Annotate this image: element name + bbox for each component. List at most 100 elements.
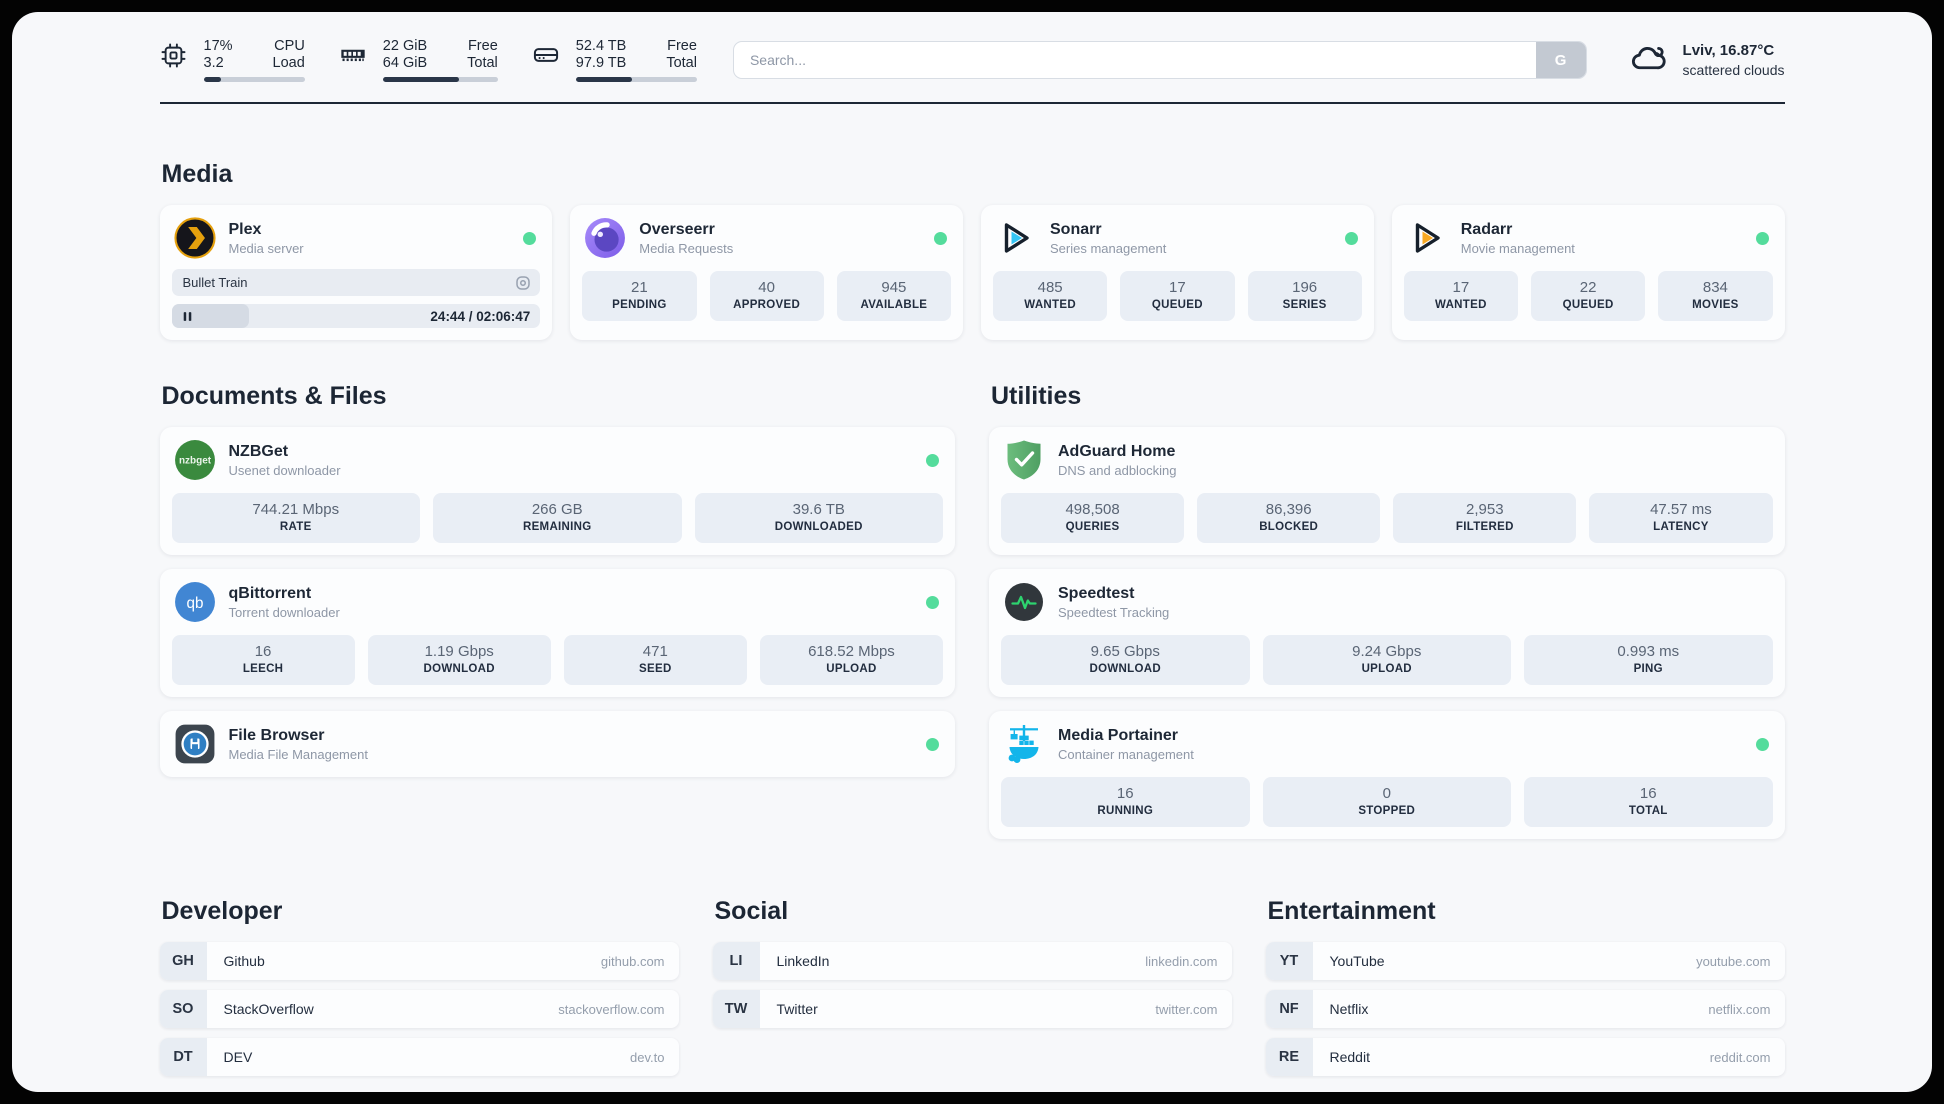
stat-rate: 744.21 Mbps RATE (171, 493, 420, 543)
app-card-plex[interactable]: Plex Media server Bullet Train (159, 205, 553, 340)
status-dot (1344, 231, 1358, 245)
memory-stat: 22 GiB Free 64 GiB Total (339, 38, 498, 82)
app-card-nzbget[interactable]: nzbget NZBGet Usenet downloader 744.21 M… (159, 427, 955, 555)
app-subtitle: Media Requests (639, 241, 734, 256)
filebrowser-icon (174, 723, 216, 765)
link-name: Reddit (1329, 1049, 1370, 1065)
cpu-stat: 17% CPU 3.2 Load (160, 38, 305, 82)
app-card-qbittorrent[interactable]: qb qBittorrent Torrent downloader 16 LEEC… (159, 569, 955, 697)
playback-time: 24:44 / 02:06:47 (430, 308, 531, 324)
app-name: Speedtest (1058, 585, 1135, 602)
now-playing-row: Bullet Train (171, 269, 541, 296)
link-linkedin[interactable]: LI LinkedIn linkedin.com (712, 942, 1232, 980)
app-subtitle: Torrent downloader (228, 605, 340, 620)
stat-download: 9.65 Gbps DOWNLOAD (1001, 635, 1250, 685)
stat-available: 945 AVAILABLE (836, 271, 951, 321)
link-abbr: GH (159, 942, 207, 980)
app-name: Sonarr (1050, 221, 1102, 238)
app-subtitle: Media server (228, 241, 304, 256)
section-heading-entertainment: Entertainment (1267, 897, 1436, 925)
app-card-filebrowser[interactable]: File Browser Media File Management (159, 711, 955, 777)
link-twitter[interactable]: TW Twitter twitter.com (712, 990, 1232, 1028)
cpu-label-bottom: Load (272, 55, 305, 71)
weather-location-temp: Lviv, 16.87°C (1682, 42, 1775, 59)
link-abbr: SO (159, 990, 207, 1028)
stat-seed: 471 SEED (563, 635, 747, 685)
app-card-radarr[interactable]: Radarr Movie management 17 WANTED 22 QUEUE… (1391, 205, 1785, 340)
system-stats: 17% CPU 3.2 Load 2 (160, 38, 697, 82)
search-input[interactable] (733, 42, 1536, 78)
link-abbr: YT (1265, 942, 1313, 980)
stat-movies: 834 MOVIES (1658, 271, 1773, 321)
stat-upload: 9.24 Gbps UPLOAD (1262, 635, 1511, 685)
status-dot (1755, 231, 1769, 245)
link-url: youtube.com (1696, 953, 1771, 969)
link-group-developer: Developer GH Github github.com SO StackO… (159, 897, 679, 1086)
link-url: dev.to (630, 1049, 665, 1065)
link-github[interactable]: GH Github github.com (159, 942, 679, 980)
app-card-sonarr[interactable]: Sonarr Series management 485 WANTED 17 QUE… (981, 205, 1374, 340)
status-dot (1755, 737, 1769, 751)
status-dot (926, 453, 939, 467)
storage-free-value: 52.4 TB (575, 38, 627, 54)
link-dev[interactable]: DT DEV dev.to (159, 1038, 679, 1076)
cpu-progressbar (203, 77, 305, 82)
stat-ping: 0.993 ms PING (1524, 635, 1773, 685)
storage-label-bottom: Total (666, 55, 697, 71)
link-reddit[interactable]: RE Reddit reddit.com (1265, 1038, 1785, 1076)
stat-pending: 21 PENDING (582, 271, 697, 321)
cloud-icon (1629, 40, 1669, 81)
weather-widget[interactable]: Lviv, 16.87°C scattered clouds (1629, 40, 1785, 81)
link-netflix[interactable]: NF Netflix netflix.com (1265, 990, 1785, 1028)
link-name: DEV (223, 1049, 253, 1065)
stat-leech: 16 LEECH (171, 635, 355, 685)
memory-label-bottom: Total (467, 55, 498, 71)
header-bar: 17% CPU 3.2 Load 2 (160, 34, 1785, 86)
overseerr-icon (584, 217, 626, 259)
app-card-adguard[interactable]: AdGuard Home DNS and adblocking 498,508 Q… (989, 427, 1785, 555)
memory-label-top: Free (467, 38, 498, 54)
adguard-icon (1003, 439, 1045, 481)
now-playing-title: Bullet Train (182, 275, 248, 290)
link-url: reddit.com (1709, 1049, 1771, 1065)
app-subtitle: Media File Management (228, 747, 368, 762)
stat-blocked: 86,396 BLOCKED (1197, 493, 1381, 543)
section-heading-media: Media (161, 160, 233, 188)
stat-queries: 498,508 QUERIES (1001, 493, 1185, 543)
stat-queued: 17 QUEUED (1120, 271, 1235, 321)
header-divider (159, 102, 1785, 104)
search-engine-button[interactable]: G (1535, 42, 1586, 78)
storage-progressbar (575, 77, 697, 82)
sonarr-icon (995, 217, 1037, 259)
cpu-icon (160, 41, 188, 69)
link-url: github.com (600, 953, 665, 969)
link-stackoverflow[interactable]: SO StackOverflow stackoverflow.com (159, 990, 679, 1028)
status-dot (926, 737, 939, 751)
stat-series: 196 SERIES (1247, 271, 1362, 321)
link-youtube[interactable]: YT YouTube youtube.com (1265, 942, 1785, 980)
app-name: File Browser (228, 727, 325, 744)
search-bar: G (732, 41, 1587, 79)
cpu-load-value: 3.2 (203, 55, 224, 71)
app-subtitle: Usenet downloader (228, 463, 341, 478)
app-name: Radarr (1460, 221, 1513, 238)
qbittorrent-icon: qb (174, 581, 216, 623)
svg-text:nzbget: nzbget (178, 456, 211, 467)
app-name: AdGuard Home (1058, 443, 1176, 460)
app-card-portainer[interactable]: Media Portainer Container management 16 R… (989, 711, 1785, 839)
app-card-speedtest[interactable]: Speedtest Speedtest Tracking 9.65 Gbps DO… (989, 569, 1785, 697)
app-name: Plex (228, 221, 262, 238)
link-abbr: TW (712, 990, 760, 1028)
pause-icon[interactable] (181, 310, 194, 323)
link-abbr: RE (1265, 1038, 1313, 1076)
now-playing-icon[interactable] (514, 274, 532, 292)
dashboard-page: 17% CPU 3.2 Load 2 (12, 12, 1932, 1092)
memory-total-value: 64 GiB (382, 55, 428, 71)
link-group-social: Social LI LinkedIn linkedin.com TW Twitt… (712, 897, 1232, 1086)
app-card-overseerr[interactable]: Overseerr Media Requests 21 PENDING 40 APP… (570, 205, 963, 340)
section-heading-social: Social (714, 897, 789, 925)
disk-icon (532, 41, 560, 69)
memory-free-value: 22 GiB (382, 38, 428, 54)
link-abbr: NF (1265, 990, 1313, 1028)
playback-progressbar[interactable]: 24:44 / 02:06:47 (171, 304, 541, 328)
